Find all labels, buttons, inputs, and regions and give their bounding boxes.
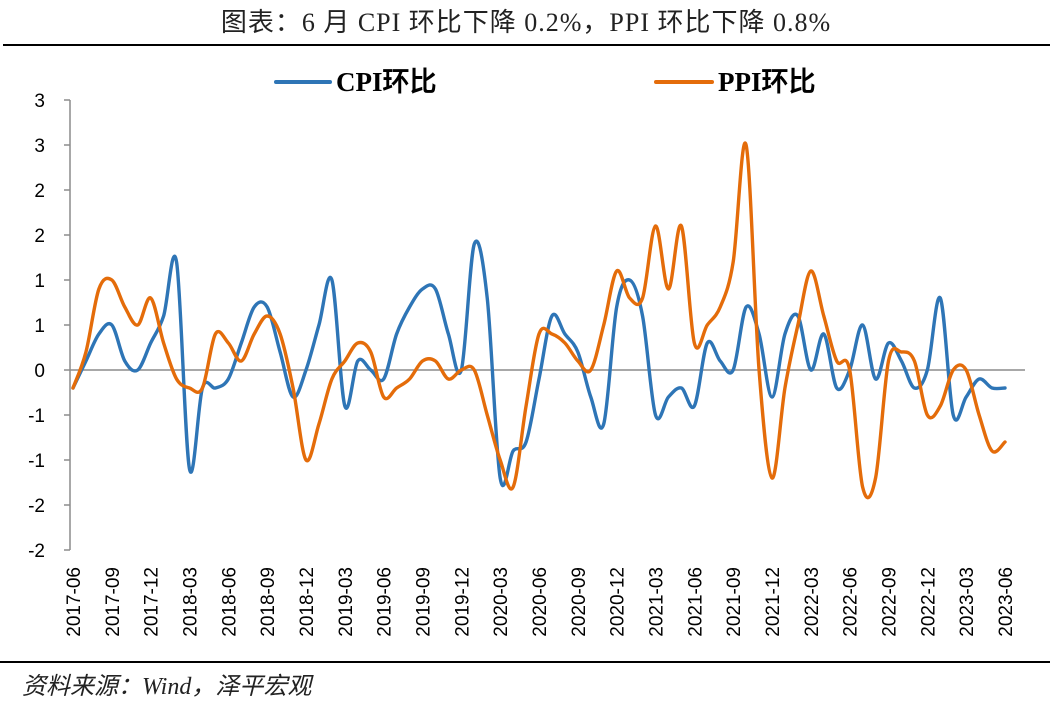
x-tick-label: 2018-09 [258,567,279,637]
y-tick-label: -2 [28,496,45,517]
x-tick-label: 2019-09 [414,567,435,637]
x-tick-label: 2020-06 [530,567,551,637]
x-tick-label: 2023-06 [996,567,1017,637]
title-divider [3,44,1050,46]
chart-axes: 3 3 2 2 1 1 0 -1 -1 -2 -2 2017-06 2017-09 2017-12 2018… [28,91,1025,637]
x-tick-label: 2019-06 [375,567,396,637]
x-tick-label: 2021-06 [685,567,706,637]
x-tick-label: 2022-09 [880,567,901,637]
ppi-mom-line [71,141,1007,500]
y-tick-label: -1 [28,406,45,427]
legend-label-ppi: PPI环比 [718,67,816,97]
legend-label-cpi: CPI环比 [336,67,437,97]
x-tick-label: 2017-12 [142,567,163,637]
source-note: 资料来源：Wind，泽平宏观 [22,674,312,700]
chart-title: 图表：6 月 CPI 环比下降 0.2%，PPI 环比下降 0.8% [220,8,832,37]
y-tick-label: 2 [34,226,45,247]
x-tick-label: 2019-03 [336,567,357,637]
y-tick-label: 1 [34,316,45,337]
y-tick-label: 0 [34,361,45,382]
x-tick-label: 2020-09 [569,567,590,637]
x-tick-label: 2023-03 [957,567,978,637]
x-tick-label: 2017-09 [103,567,124,637]
line-chart: CPI环比 PPI环比 3 3 2 2 1 1 0 -1 -1 -2 -2 2017-06 2017-0… [28,67,1025,637]
chart-series [71,141,1007,500]
y-tick-label: 2 [34,181,45,202]
x-tick-label: 2018-03 [181,567,202,637]
y-tick-label: 3 [34,136,45,157]
y-tick-label: -1 [28,451,45,472]
x-tick-label: 2021-03 [647,567,668,637]
cpi-mom-line [71,239,1007,488]
y-tick-label: 3 [34,91,45,112]
x-tick-label: 2018-12 [297,567,318,637]
x-tick-label: 2019-12 [452,567,473,637]
x-tick-label: 2021-12 [763,567,784,637]
x-tick-label: 2017-06 [64,567,85,637]
source-divider [0,661,1050,663]
x-tick-label: 2022-03 [802,567,823,637]
x-tick-label: 2022-06 [841,567,862,637]
chart-legend: CPI环比 PPI环比 [274,67,816,97]
x-tick-label: 2021-09 [724,567,745,637]
x-tick-label: 2018-06 [219,567,240,637]
y-tick-label: 1 [34,271,45,292]
y-tick-label: -2 [28,541,45,562]
x-tick-label: 2020-12 [608,567,629,637]
x-tick-label: 2022-12 [918,567,939,637]
x-tick-label: 2020-03 [491,567,512,637]
